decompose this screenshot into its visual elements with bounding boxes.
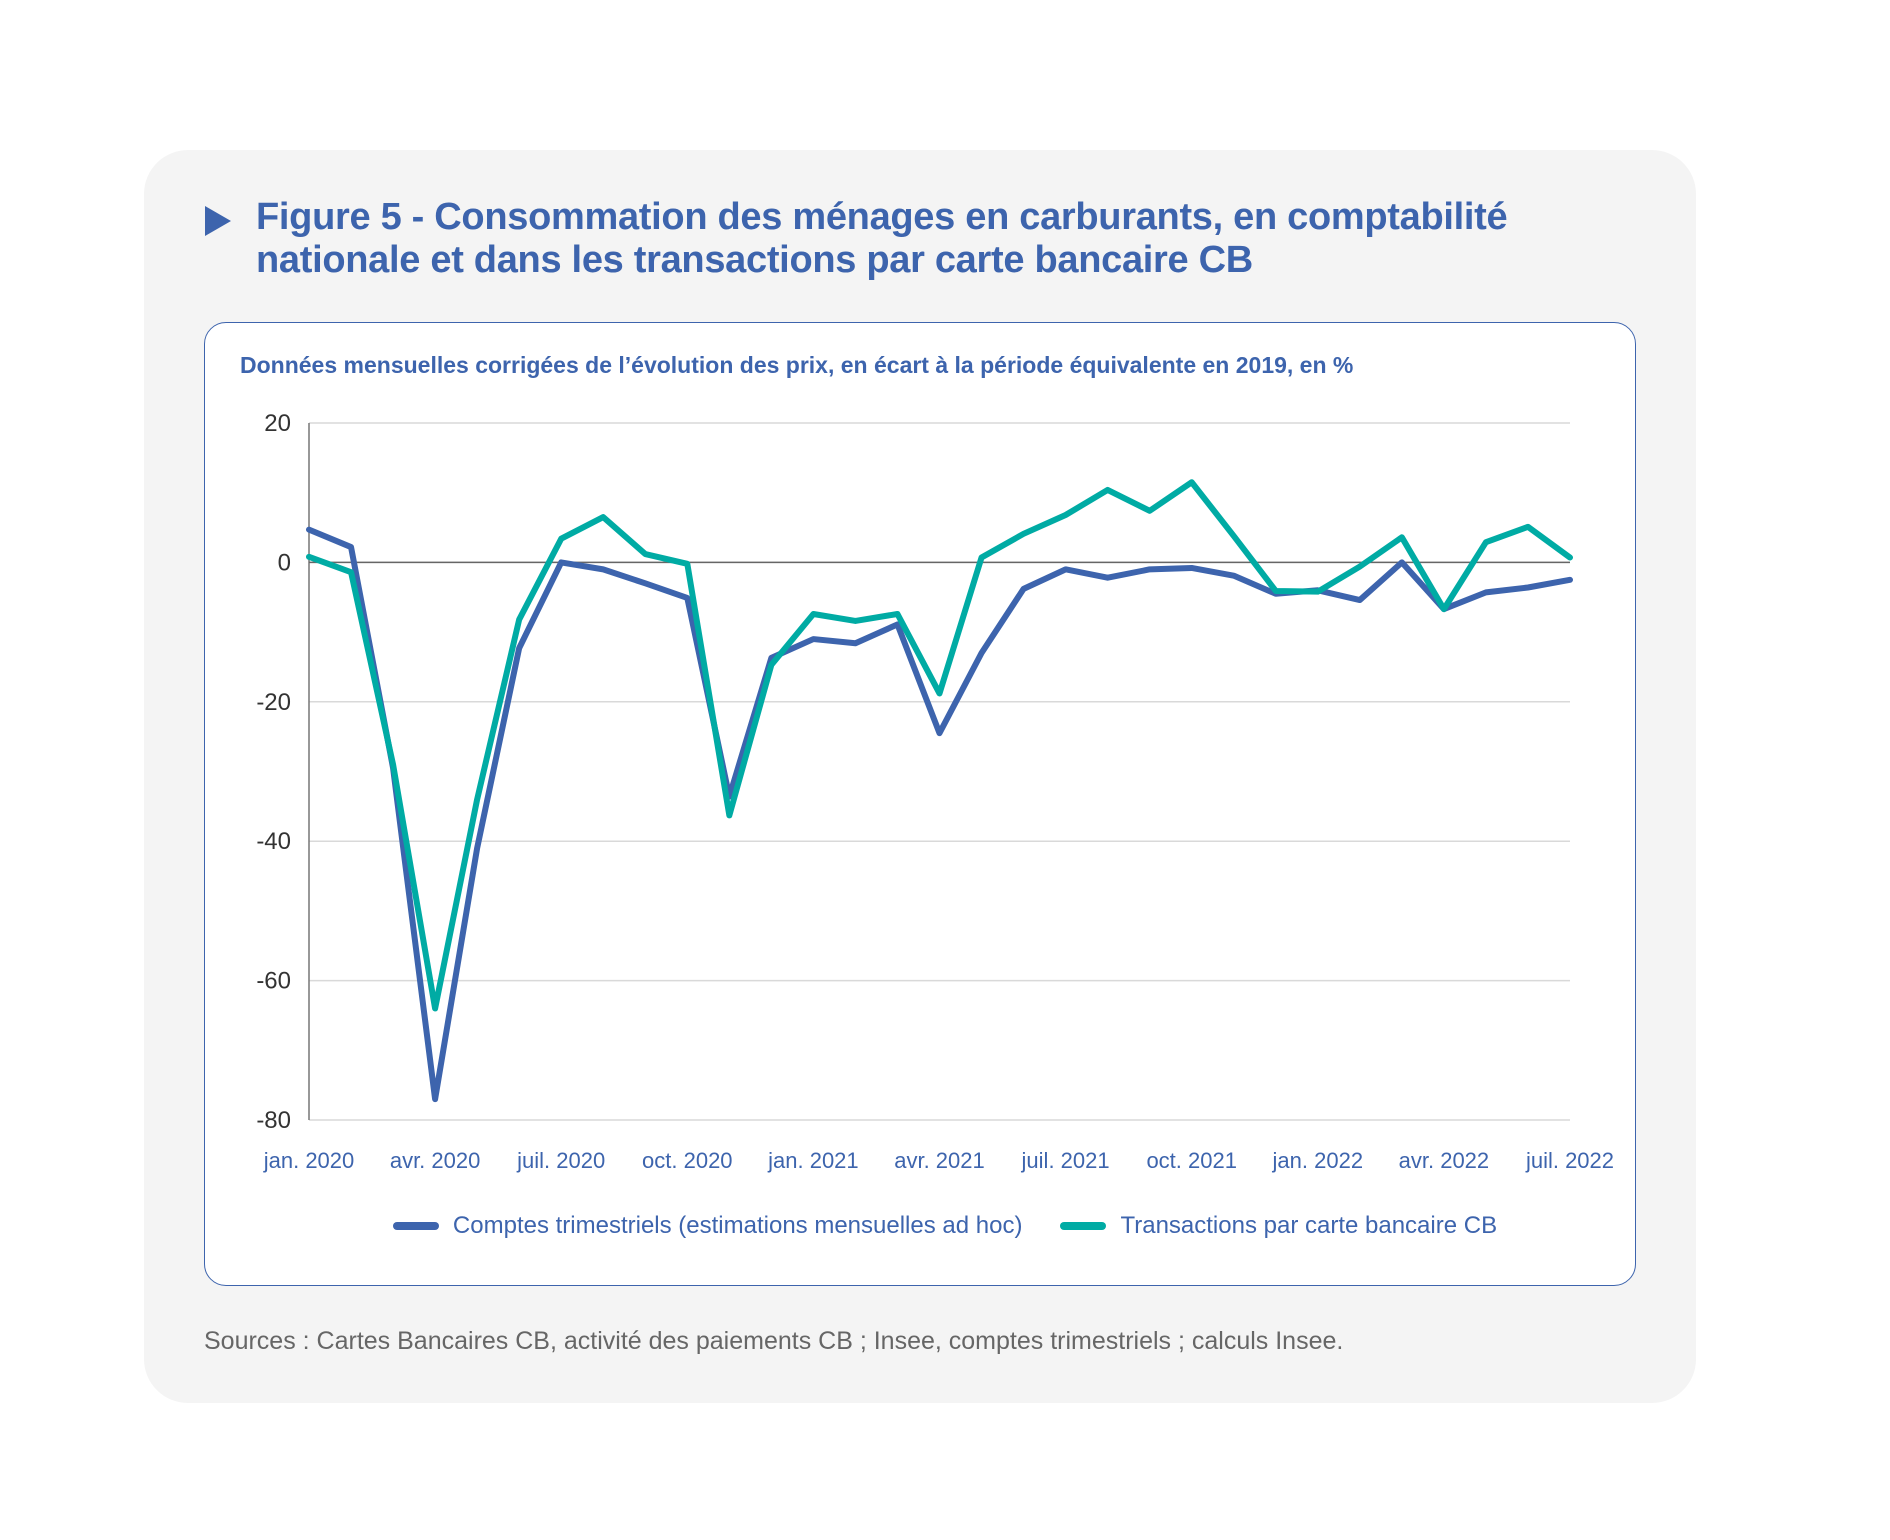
triangle-right-icon: [205, 206, 231, 236]
x-tick-label: avr. 2020: [390, 1148, 481, 1173]
x-axis-ticks: jan. 2020 avr. 2020 juil. 2020 oct. 2020 jan…: [263, 1148, 1614, 1173]
legend-label-transactions: Transactions par carte bancaire CB: [1120, 1212, 1498, 1239]
x-tick-label: oct. 2020: [642, 1148, 733, 1173]
y-tick-label: -20: [256, 689, 291, 716]
x-tick-label: juil. 2022: [1525, 1148, 1614, 1173]
x-tick-label: oct. 2021: [1146, 1148, 1237, 1173]
series-line-transactions: [306, 479, 1573, 1012]
sources-note: Sources : Cartes Bancaires CB, activité …: [204, 1327, 1344, 1355]
chart-subtitle: Données mensuelles corrigées de l’évolut…: [240, 352, 1354, 378]
x-tick-label: juil. 2021: [1021, 1148, 1110, 1173]
y-tick-label: -60: [256, 968, 291, 995]
y-axis-ticks: 20 0 -20 -40 -60 -80: [256, 410, 291, 1134]
legend-swatch-transactions: [1060, 1222, 1107, 1230]
series-lines: [306, 479, 1573, 1103]
legend-swatch-comptes: [392, 1222, 439, 1230]
gridlines: [309, 422, 1570, 1121]
x-tick-label: avr. 2021: [894, 1148, 985, 1173]
y-tick-label: 0: [278, 549, 291, 576]
x-tick-label: juil. 2020: [516, 1148, 605, 1173]
legend: Comptes trimestriels (estimations mensue…: [0, 1212, 1890, 1240]
series-line-comptes: [306, 526, 1573, 1103]
x-tick-label: jan. 2022: [1272, 1148, 1364, 1173]
legend-item-comptes: Comptes trimestriels (estimations mensue…: [392, 1212, 1023, 1240]
y-tick-label: 20: [264, 410, 291, 437]
y-tick-label: -40: [256, 828, 291, 855]
y-tick-label: -80: [256, 1107, 291, 1134]
x-tick-label: avr. 2022: [1399, 1148, 1490, 1173]
x-tick-label: jan. 2020: [263, 1148, 355, 1173]
legend-label-comptes: Comptes trimestriels (estimations mensue…: [452, 1212, 1023, 1239]
figure-title: Figure 5 - Consommation des ménages en c…: [256, 196, 1508, 281]
chart-container: [204, 322, 1636, 1286]
legend-item-transactions: Transactions par carte bancaire CB: [1060, 1212, 1497, 1240]
x-tick-label: jan. 2021: [767, 1148, 859, 1173]
